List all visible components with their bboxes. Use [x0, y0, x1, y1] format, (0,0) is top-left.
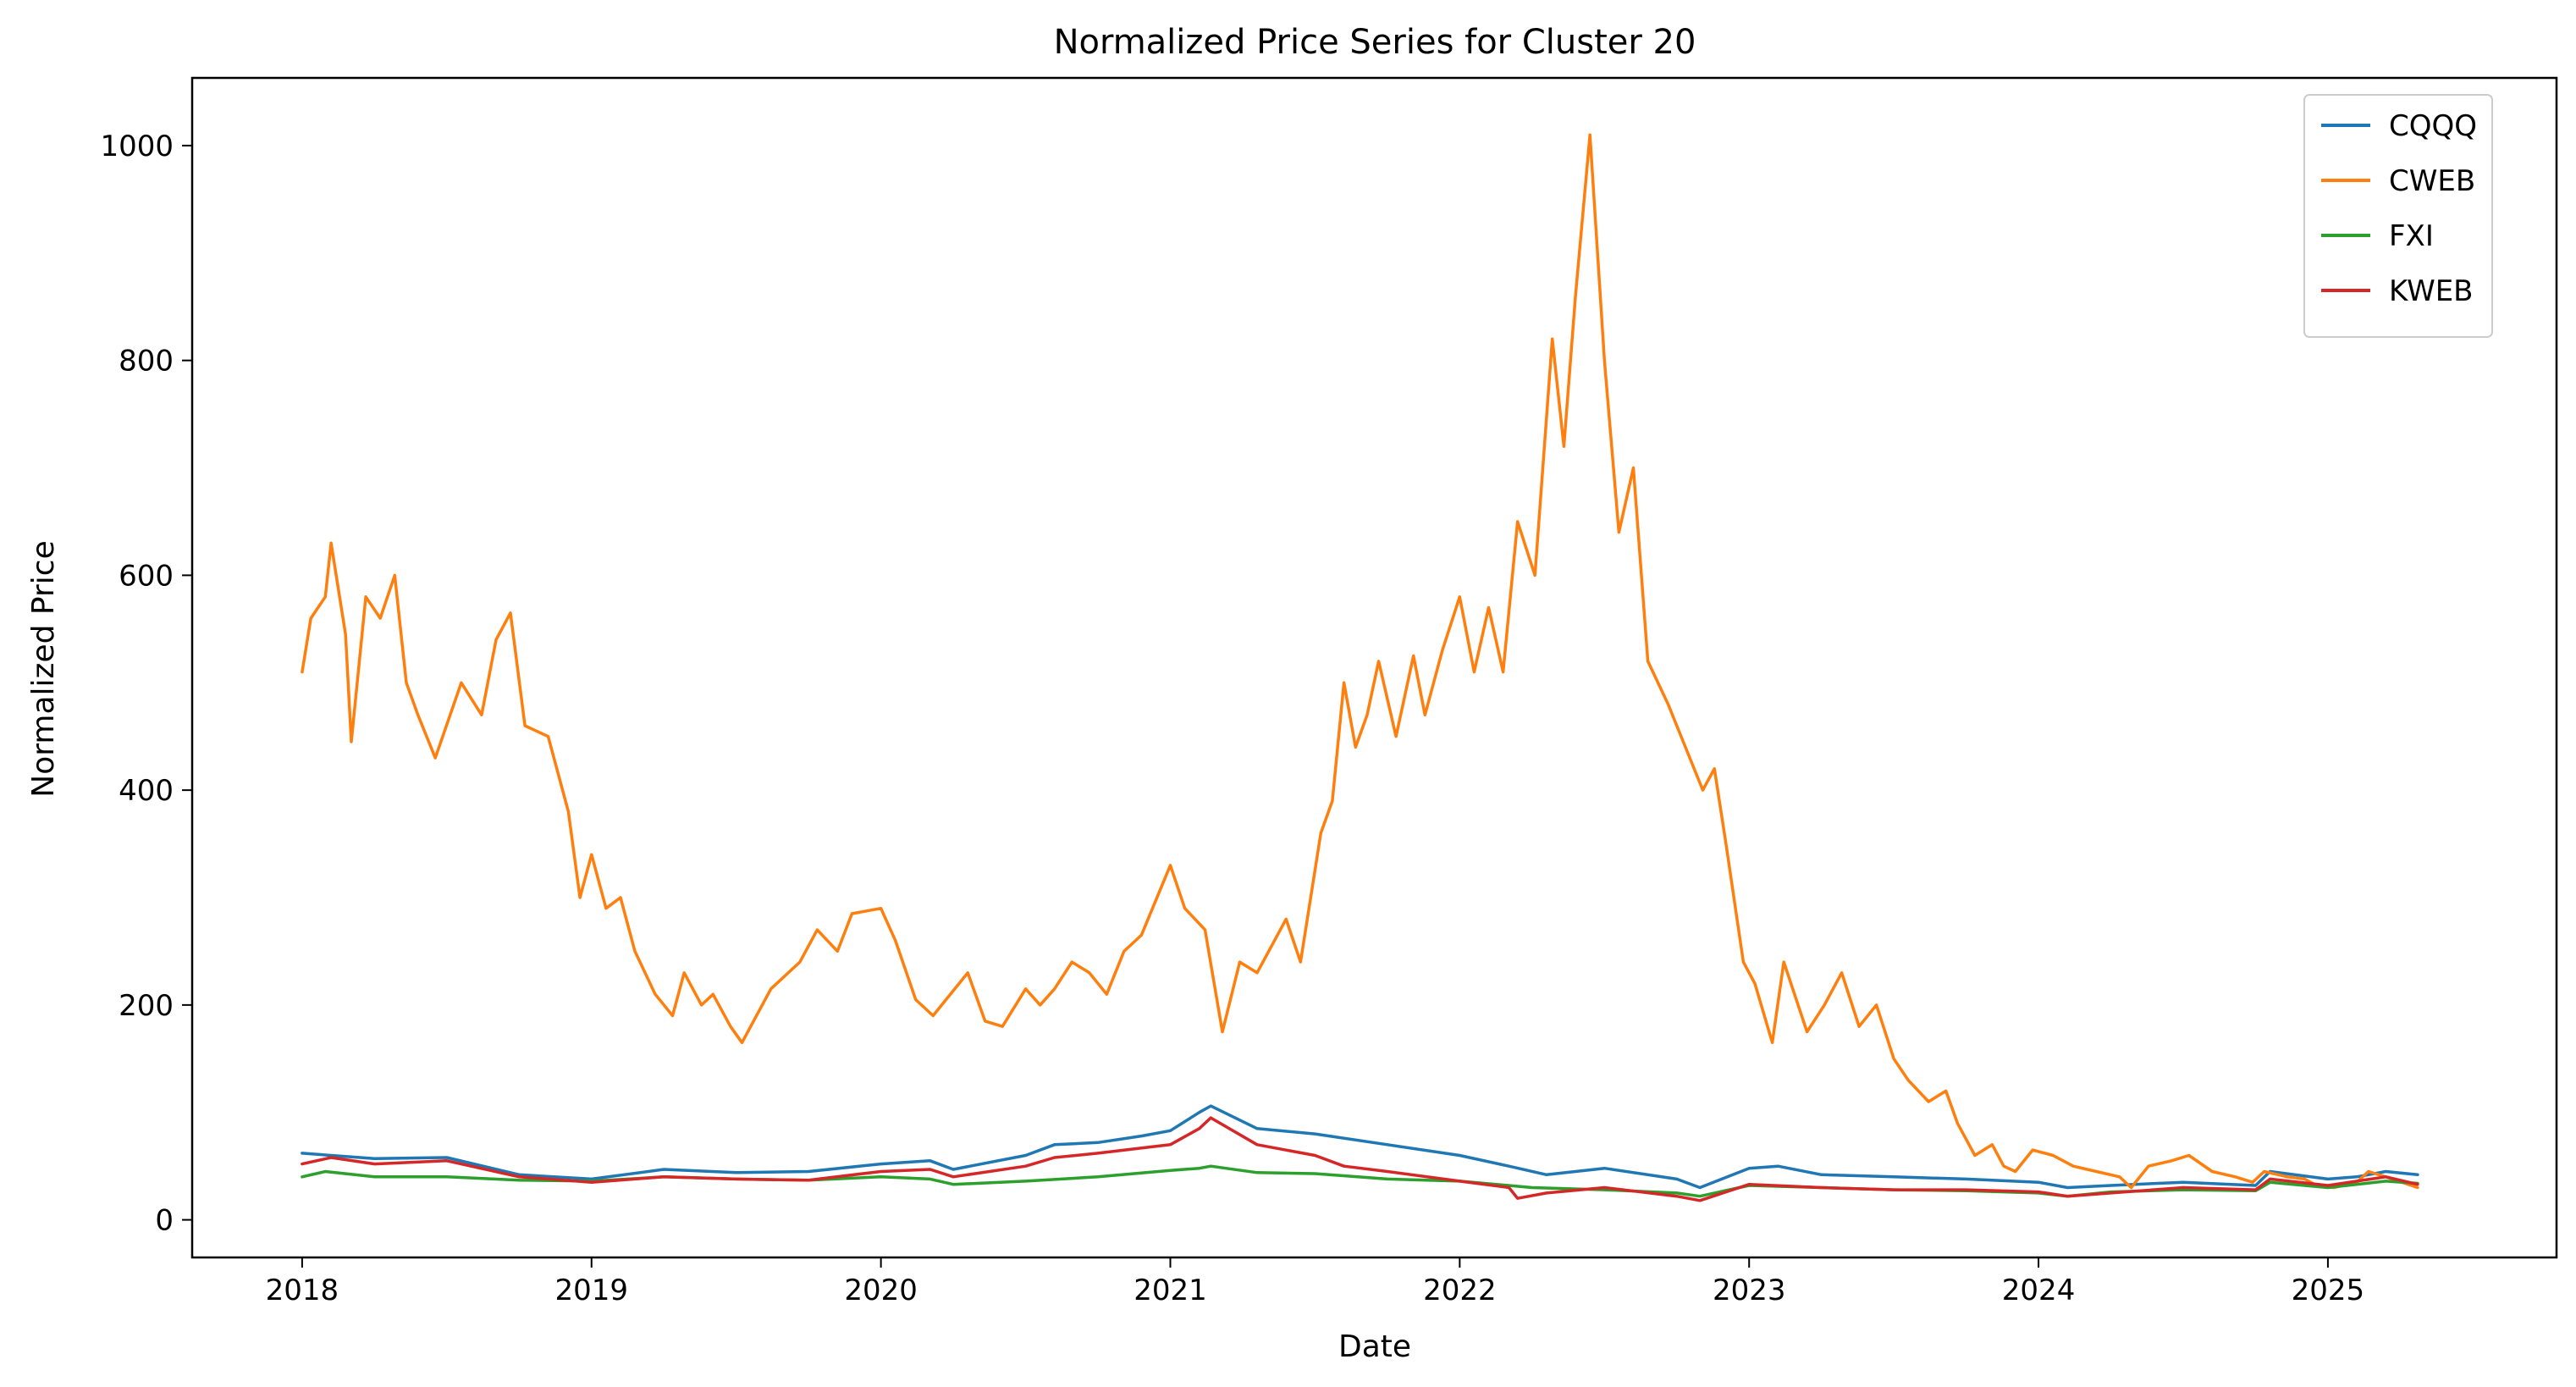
y-axis: 0 200 400 600 800 1000	[100, 130, 192, 1238]
legend-label-cweb: CWEB	[2389, 164, 2475, 198]
y-tick-label: 0	[155, 1204, 174, 1238]
series-layer	[301, 133, 2419, 1202]
y-tick-label: 1000	[100, 130, 174, 163]
x-tick-label: 2019	[555, 1274, 629, 1307]
legend-label-cqqq: CQQQ	[2389, 109, 2477, 143]
x-tick-label: 2021	[1134, 1274, 1207, 1307]
series-line-kweb	[301, 1116, 2419, 1202]
y-tick-label: 200	[119, 989, 174, 1023]
x-axis-label: Date	[1338, 1329, 1411, 1364]
x-tick-label: 2022	[1423, 1274, 1497, 1307]
x-tick-label: 2023	[1713, 1274, 1786, 1307]
y-tick-label: 400	[119, 774, 174, 808]
x-tick-label: 2018	[266, 1274, 339, 1307]
x-axis: 2018 2019 2020 2021 2022 2023 2024 2025	[266, 1257, 2365, 1307]
plot-frame	[190, 76, 2558, 1259]
legend-label-fxi: FXI	[2389, 219, 2434, 253]
y-tick-label: 600	[119, 559, 174, 593]
y-tick-label: 800	[119, 345, 174, 379]
legend: CQQQ CWEB FXI KWEB	[2303, 94, 2493, 338]
x-tick-label: 2024	[2002, 1274, 2076, 1307]
chart-title: Normalized Price Series for Cluster 20	[1054, 23, 1696, 62]
x-tick-label: 2020	[844, 1274, 918, 1307]
x-tick-label: 2025	[2292, 1274, 2365, 1307]
series-line-cqqq	[301, 1104, 2419, 1190]
legend-box	[2303, 94, 2493, 338]
series-line-cweb	[301, 133, 2419, 1190]
legend-label-kweb: KWEB	[2389, 274, 2474, 308]
y-axis-label: Normalized Price	[26, 540, 61, 797]
